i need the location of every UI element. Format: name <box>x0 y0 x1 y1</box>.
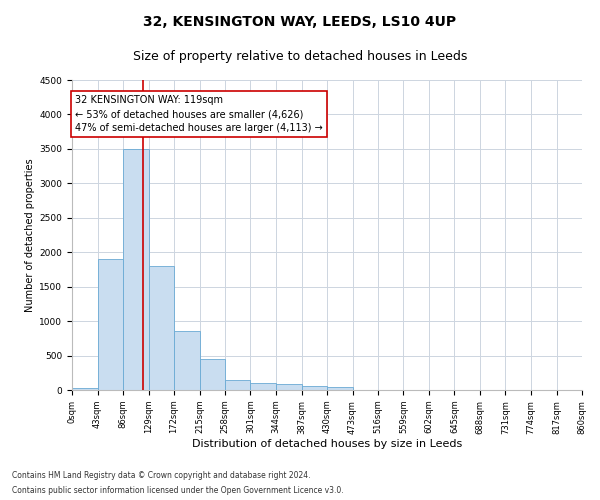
Bar <box>72 388 97 390</box>
Text: Contains HM Land Registry data © Crown copyright and database right 2024.: Contains HM Land Registry data © Crown c… <box>12 471 311 480</box>
Bar <box>97 259 123 390</box>
X-axis label: Distribution of detached houses by size in Leeds: Distribution of detached houses by size … <box>192 440 462 450</box>
Bar <box>251 383 276 390</box>
Bar <box>327 386 353 390</box>
Bar <box>199 359 225 390</box>
Bar <box>123 149 149 390</box>
Bar <box>225 380 251 390</box>
Text: 32 KENSINGTON WAY: 119sqm
← 53% of detached houses are smaller (4,626)
47% of se: 32 KENSINGTON WAY: 119sqm ← 53% of detac… <box>75 95 323 133</box>
Bar <box>174 332 199 390</box>
Y-axis label: Number of detached properties: Number of detached properties <box>25 158 35 312</box>
Bar <box>149 266 174 390</box>
Bar <box>276 384 302 390</box>
Text: Contains public sector information licensed under the Open Government Licence v3: Contains public sector information licen… <box>12 486 344 495</box>
Text: 32, KENSINGTON WAY, LEEDS, LS10 4UP: 32, KENSINGTON WAY, LEEDS, LS10 4UP <box>143 15 457 29</box>
Bar <box>302 386 327 390</box>
Text: Size of property relative to detached houses in Leeds: Size of property relative to detached ho… <box>133 50 467 63</box>
